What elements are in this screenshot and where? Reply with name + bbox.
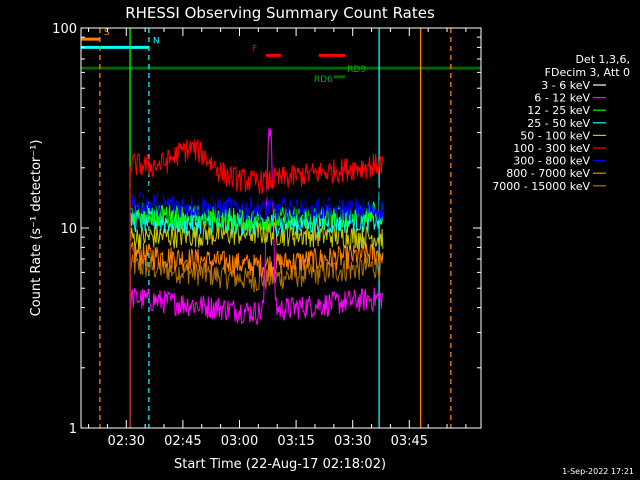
y-tick-label: 100 — [52, 22, 77, 37]
y-tick-label: 10 — [60, 222, 77, 237]
y-tick-label: 1 — [69, 422, 77, 437]
x-axis: 02:30 02:45 03:00 03:15 03:30 03:45 — [88, 28, 467, 449]
flag-label-n: N — [153, 36, 160, 46]
series-line-300-800-kev — [129, 191, 384, 224]
legend-label-12-25-kev: 12 - 25 keV — [527, 104, 590, 117]
x-tick-label: 03:30 — [334, 434, 371, 449]
legend-label-300-800-kev: 300 - 800 keV — [513, 155, 590, 168]
flag-label-s: S — [104, 28, 110, 38]
flag-label-rd6: RD6 — [314, 75, 333, 85]
series-line-6-12-kev — [129, 127, 384, 326]
legend-header: Det 1,3,6, — [575, 53, 630, 66]
x-tick-label: 03:45 — [391, 434, 428, 449]
legend-label-6-12-kev: 6 - 12 keV — [534, 92, 590, 105]
series-line-800-7000-kev — [129, 242, 384, 278]
y-axis-label: Count Rate (s⁻¹ detector⁻¹) — [29, 140, 44, 317]
series-group — [129, 127, 384, 428]
x-tick-label: 02:30 — [108, 434, 145, 449]
legend-label-3-6-kev: 3 - 6 keV — [541, 79, 590, 92]
legend-header: FDecim 3, Att 0 — [545, 66, 630, 79]
chart-title: RHESSI Observing Summary Count Rates — [125, 4, 435, 22]
x-tick-label: 02:45 — [164, 434, 201, 449]
legend-label-50-100-kev: 50 - 100 keV — [520, 129, 590, 142]
x-tick-label: 03:15 — [277, 434, 314, 449]
series-line-100-300-kev — [129, 139, 384, 195]
legend-label-25-50-kev: 25 - 50 keV — [527, 117, 590, 130]
flag-label-f: F — [252, 44, 257, 54]
legend-label-7000-15000-kev: 7000 - 15000 keV — [492, 180, 590, 193]
x-tick-label: 03:00 — [221, 434, 258, 449]
flag-label-rd9: RD9 — [347, 65, 366, 75]
instrument-flags: S N F RD9 RD6 — [81, 28, 481, 85]
series-line-7000-15000-kev — [129, 254, 384, 293]
legend-label-100-300-kev: 100 - 300 keV — [513, 142, 590, 155]
y-axis: 1 10 100 — [52, 22, 481, 437]
timestamp: 1-Sep-2022 17:21 — [562, 467, 634, 476]
x-axis-label: Start Time (22-Aug-17 02:18:02) — [174, 457, 386, 472]
series-line-3-6-kev — [129, 181, 384, 211]
legend-label-800-7000-kev: 800 - 7000 keV — [506, 167, 590, 180]
